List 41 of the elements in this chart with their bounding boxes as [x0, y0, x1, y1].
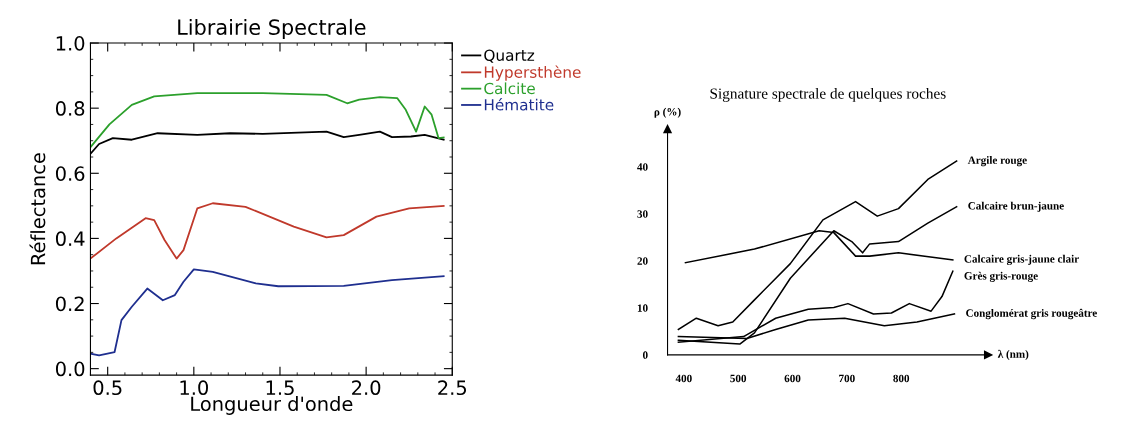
x-tick-label: 0.5 [93, 380, 122, 396]
line-series [90, 92, 445, 149]
y-tick-label: 0.6 [55, 166, 85, 181]
y-tick-label: 10 [637, 304, 648, 312]
x-tick-label: 2.5 [438, 380, 467, 396]
line-series [90, 202, 445, 260]
y-tick-label: 30 [637, 210, 648, 218]
chart-title: Librairie Spectrale [178, 18, 366, 40]
series-label: Argile rouge [967, 156, 1027, 167]
y-tick-label: 0.4 [55, 231, 85, 247]
series-label: Calcaire brun-jaune [968, 201, 1064, 212]
x-tick-label: 400 [675, 374, 692, 383]
series-label: Conglomérat gris rougeâtre [966, 308, 1097, 320]
series-label: Calcaire gris-jaune clair [964, 254, 1079, 265]
x-tick-label: 800 [893, 374, 910, 383]
x-tick-label: 600 [784, 374, 801, 383]
x-axis-title: Longueur d'onde [191, 396, 353, 415]
y-tick-label: 1.0 [56, 36, 85, 51]
y-axis-title: Réflectance [29, 153, 46, 265]
x-tick-label: 1.0 [180, 380, 208, 396]
y-tick-label: 0.0 [55, 361, 85, 377]
y-tick-label: 20 [637, 257, 648, 265]
legend-label: Hématite [484, 98, 554, 111]
x-tick-label: 700 [839, 374, 855, 383]
x-tick-label: 2.0 [352, 380, 381, 396]
legend-label: Hypersthène [484, 65, 581, 81]
line-series [684, 229, 954, 264]
line-series [677, 160, 958, 331]
series-label: Grès gris-rouge [964, 271, 1038, 282]
y-tick-label: 0.2 [55, 296, 84, 312]
x-axis-title: λ (nm) [997, 349, 1029, 360]
y-tick-label: 40 [637, 163, 648, 171]
y-tick-label: 0 [642, 351, 648, 359]
line-series [90, 268, 445, 357]
legend-label: Calcite [484, 82, 535, 95]
legend-label: Quartz [484, 49, 535, 63]
x-tick-label: 1.5 [266, 380, 294, 396]
y-tick-label: 0.8 [55, 101, 85, 116]
x-tick-label: 500 [730, 374, 747, 383]
y-axis-title: ρ (%) [654, 107, 681, 118]
chart-title: Signature spectrale de quelques roches [710, 87, 946, 102]
